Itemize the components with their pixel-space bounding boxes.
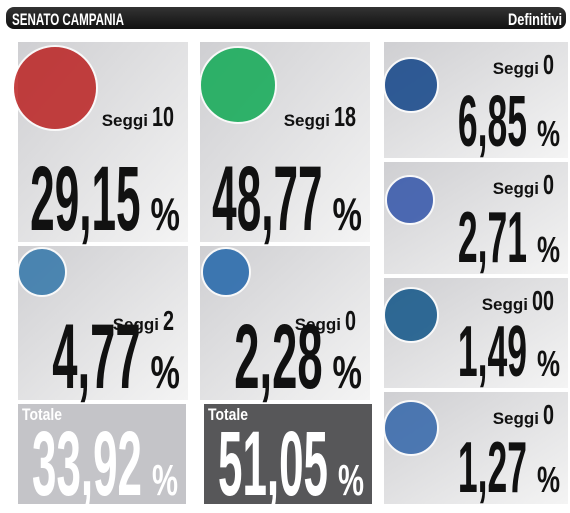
percent-sign: % [151, 188, 180, 240]
party-logo [12, 45, 98, 131]
header-title: SENATO CAMPANIA [12, 10, 124, 29]
share-value: 4,77 [52, 306, 140, 408]
seats-label: Seggi [295, 315, 341, 334]
header-status: Definitivi [508, 10, 562, 29]
party-logo [17, 247, 67, 297]
seats-label: Seggi [102, 111, 148, 130]
share-value: 6,85 [458, 82, 527, 162]
seats-label: Seggi [113, 315, 159, 334]
seats-label: Seggi [284, 111, 330, 130]
seats-value: 00 [532, 285, 554, 316]
party-logo [201, 247, 251, 297]
seats-label: Seggi [493, 59, 539, 78]
party-logo [383, 400, 439, 456]
percent-sign: % [152, 456, 178, 505]
total-share: 51,05 [218, 413, 328, 513]
seats-value: 0 [543, 169, 554, 200]
share-value: 2,71 [458, 198, 527, 278]
seats-label: Seggi [482, 295, 528, 314]
header-bar [6, 7, 566, 29]
seats-value: 0 [543, 399, 554, 430]
percent-sign: % [333, 346, 362, 398]
seats-value: 0 [345, 305, 356, 336]
total-panel [204, 404, 372, 504]
share-value: 1,49 [458, 312, 527, 392]
party-logo [383, 287, 439, 343]
party-logo [199, 46, 277, 124]
share-value: 48,77 [212, 148, 322, 250]
seats-label: Seggi [493, 179, 539, 198]
seats-value: 0 [543, 49, 554, 80]
share-value: 1,27 [458, 428, 527, 508]
share-value: 29,15 [30, 148, 140, 250]
percent-sign: % [151, 346, 180, 398]
total-panel [18, 404, 186, 504]
seats-value: 2 [163, 305, 174, 336]
total-share: 33,92 [32, 413, 142, 513]
percent-sign: % [537, 459, 560, 500]
percent-sign: % [537, 343, 560, 384]
percent-sign: % [333, 188, 362, 240]
party-logo [383, 57, 439, 113]
total-label: Totale [22, 405, 62, 424]
seats-label: Seggi [493, 409, 539, 428]
total-label: Totale [208, 405, 248, 424]
share-value: 2,28 [234, 306, 322, 408]
percent-sign: % [537, 113, 560, 154]
party-logo [385, 175, 435, 225]
seats-value: 18 [334, 101, 356, 132]
seats-value: 10 [152, 101, 174, 132]
percent-sign: % [537, 229, 560, 270]
percent-sign: % [338, 456, 364, 505]
